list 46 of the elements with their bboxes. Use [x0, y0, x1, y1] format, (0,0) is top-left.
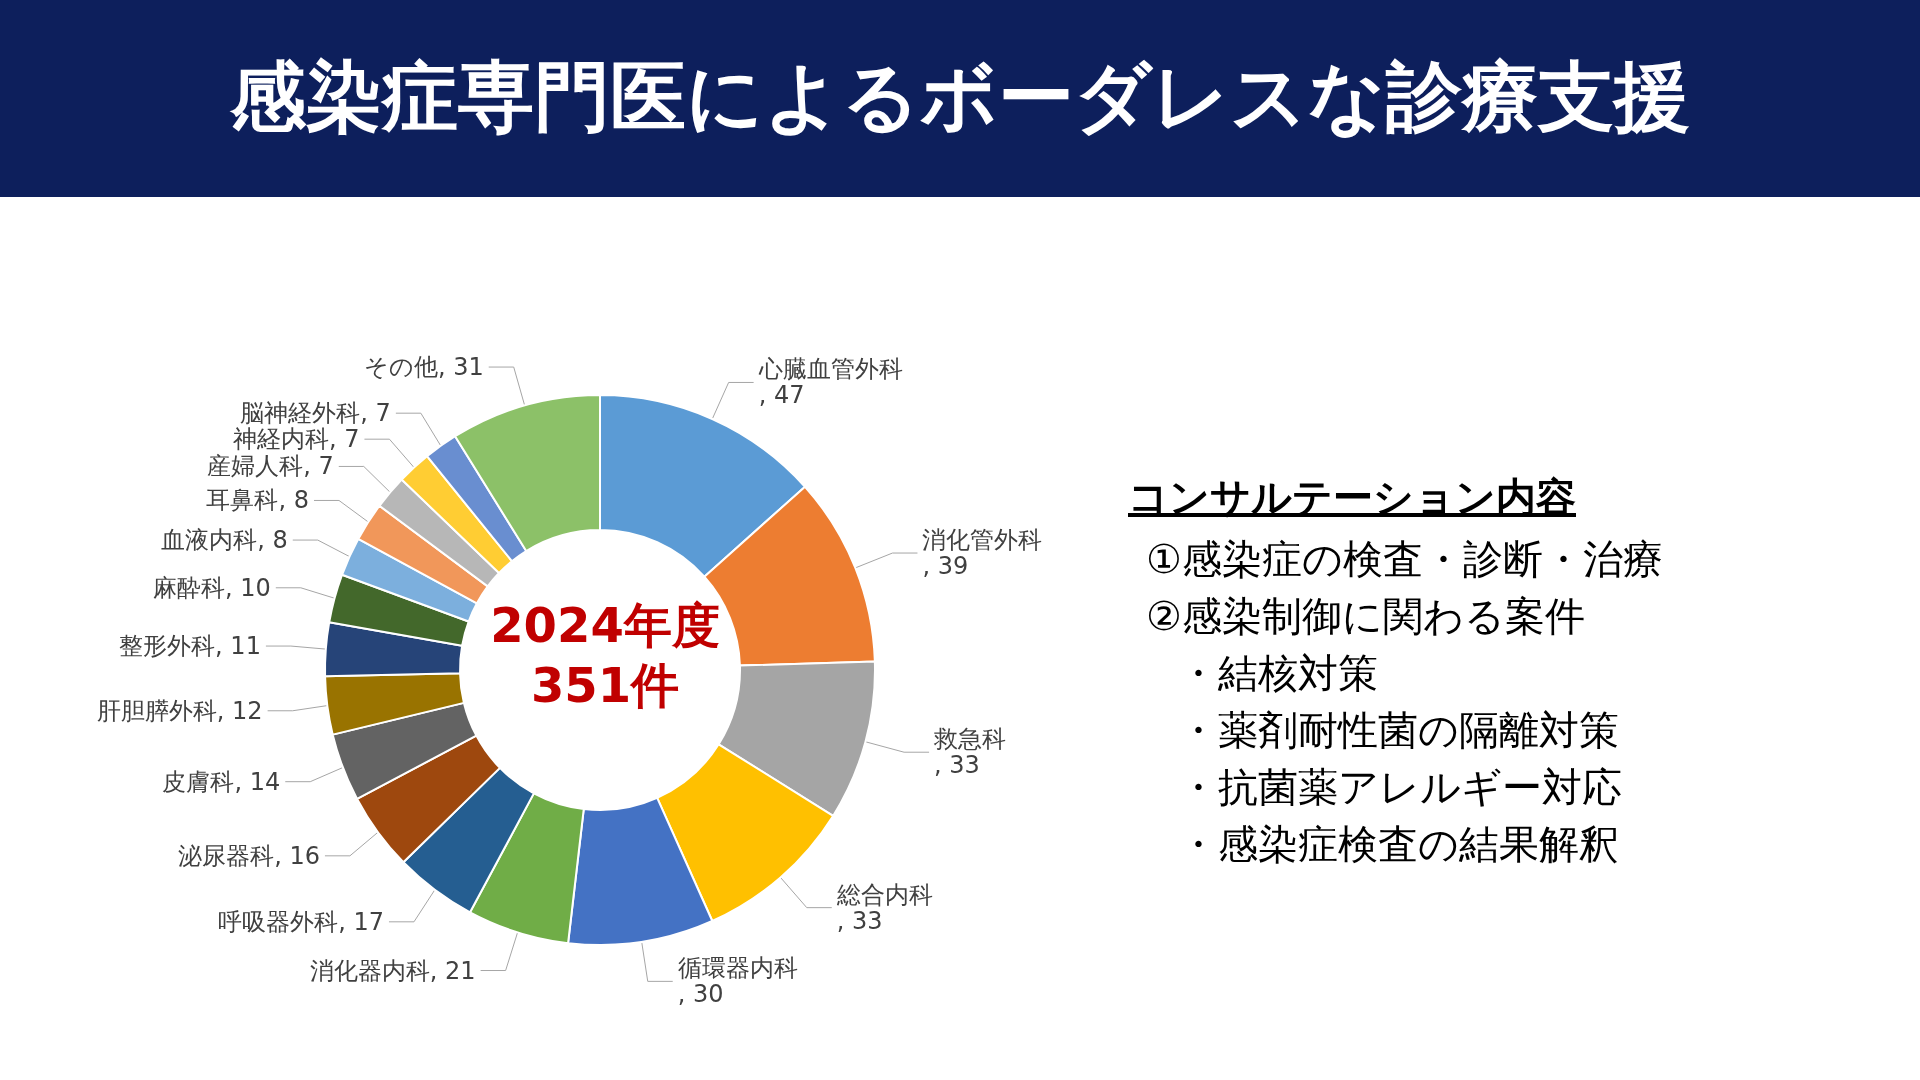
slice-label: 血液内科 [161, 526, 258, 555]
data-label: , 11 [215, 632, 261, 661]
data-label: , 47 [758, 381, 805, 410]
data-label: , 10 [225, 573, 271, 602]
slice-label: 産婦人科 [207, 452, 304, 481]
slice-label: 循環器内科 [677, 954, 798, 983]
data-label: , 7 [360, 399, 391, 428]
text: ・薬剤耐性菌の隔離対策 [1177, 706, 1620, 755]
slice-label: 肝胆膵外科 [96, 696, 217, 725]
data-label: , 30 [677, 980, 724, 1009]
slice-label: 呼吸器外科 [218, 907, 339, 936]
chart-title: 感染症専門医によるボーダレスな診療支援 [0, 0, 1920, 197]
slice-label: 泌尿器科 [178, 841, 275, 870]
data-label: , 33 [934, 751, 980, 780]
data-label: , 17 [338, 907, 384, 936]
text: ①感染症の検査・診断・治療 [1145, 535, 1664, 584]
slice-label: 消化管外科 [922, 526, 1043, 555]
slice-label: 耳鼻科 [206, 486, 279, 515]
data-label: , 21 [429, 956, 476, 985]
data-label: , 14 [234, 767, 281, 796]
text: 351件 [530, 657, 680, 713]
text: ・結核対策 [1177, 649, 1379, 698]
slice-label: 総合内科 [835, 880, 933, 909]
data-label: , 12 [216, 696, 263, 725]
data-label: , 8 [257, 526, 288, 555]
data-label: , 7 [303, 452, 334, 481]
slice-label: 麻酔科 [153, 573, 226, 602]
text: ②感染制御に関わる案件 [1145, 592, 1586, 641]
text: 2024年度 [490, 597, 720, 653]
text: ・抗菌薬アレルギー対応 [1177, 763, 1623, 812]
data-label: , 8 [278, 486, 309, 515]
slice-label: 脳神経外科 [240, 399, 361, 428]
slice-label: 心臓血管外科 [757, 355, 903, 384]
text: コンサルテーション内容 [1128, 473, 1577, 522]
slice-label: 救急科 [933, 725, 1007, 754]
text: ・感染症検査の結果解釈 [1177, 820, 1620, 869]
data-label: , 33 [836, 906, 883, 935]
data-label: , 7 [328, 425, 360, 454]
data-label: , 16 [274, 841, 320, 870]
data-label: , 39 [922, 552, 969, 581]
slice-label: 整形外科 [119, 632, 216, 661]
slice-label: 消化器内科 [309, 956, 430, 985]
slice-label: 皮膚科 [162, 767, 235, 796]
slice-label: 神経内科 [232, 425, 329, 454]
data-label: , 31 [437, 353, 484, 382]
slice-label: その他 [363, 353, 438, 382]
